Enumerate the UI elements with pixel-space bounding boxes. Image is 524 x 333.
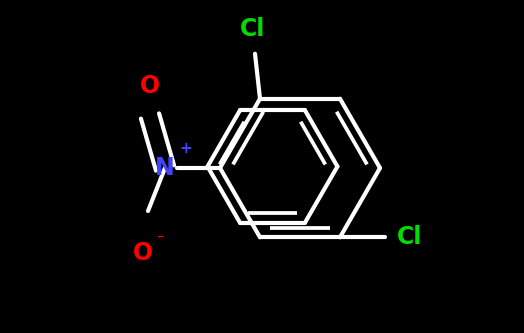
Text: Cl: Cl [241, 17, 266, 41]
Text: ⁻: ⁻ [157, 233, 165, 248]
Text: Cl: Cl [397, 225, 422, 249]
Text: +: + [179, 141, 192, 156]
Text: O: O [140, 74, 160, 98]
Text: O: O [133, 241, 153, 265]
Text: N: N [155, 156, 175, 180]
